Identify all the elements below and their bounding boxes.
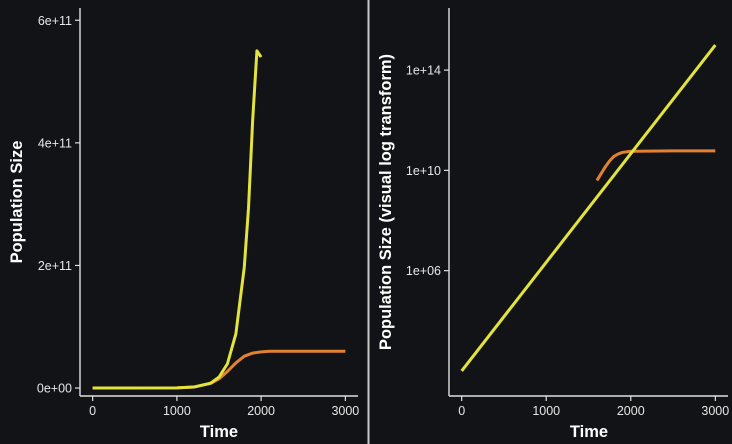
x-tick-label: 0 — [458, 404, 465, 418]
series-line — [92, 49, 263, 390]
x-tick-label: 1000 — [163, 404, 191, 418]
y-tick-label: 1e+06 — [406, 264, 441, 278]
series-line — [92, 349, 346, 390]
y-axis-title: Population Size — [8, 141, 26, 264]
y-tick-label: 1e+14 — [406, 64, 441, 78]
y-tick-label: 4e+11 — [38, 136, 72, 150]
y-ticks: 0e+00 2e+11 4e+11 6e+11 — [37, 14, 80, 396]
plot-area — [92, 49, 346, 390]
x-axis-title: Time — [200, 423, 238, 441]
x-tick-label: 2000 — [617, 404, 645, 418]
x-tick-label: 0 — [89, 404, 96, 418]
y-tick-label: 0e+00 — [37, 382, 72, 396]
x-axis-title: Time — [570, 423, 608, 441]
plot-area — [460, 44, 717, 372]
x-tick-label: 1000 — [532, 404, 560, 418]
series-line — [595, 149, 716, 182]
y-tick-label: 6e+11 — [38, 14, 72, 28]
y-tick-label: 1e+10 — [406, 164, 441, 178]
y-tick-label: 2e+11 — [38, 259, 72, 273]
x-tick-label: 3000 — [331, 404, 359, 418]
series-line — [460, 44, 717, 372]
x-ticks: 0 1000 2000 3000 — [89, 396, 359, 418]
y-ticks: 1e+06 1e+10 1e+14 — [406, 64, 449, 278]
x-tick-label: 3000 — [701, 404, 729, 418]
y-axis-title: Population Size (visual log transform) — [377, 54, 395, 350]
x-ticks: 0 1000 2000 3000 — [458, 396, 729, 418]
x-tick-label: 2000 — [247, 404, 275, 418]
chart-right-log: 1e+06 1e+10 1e+14 0 1000 2000 3000 Time Popul… — [377, 8, 729, 441]
